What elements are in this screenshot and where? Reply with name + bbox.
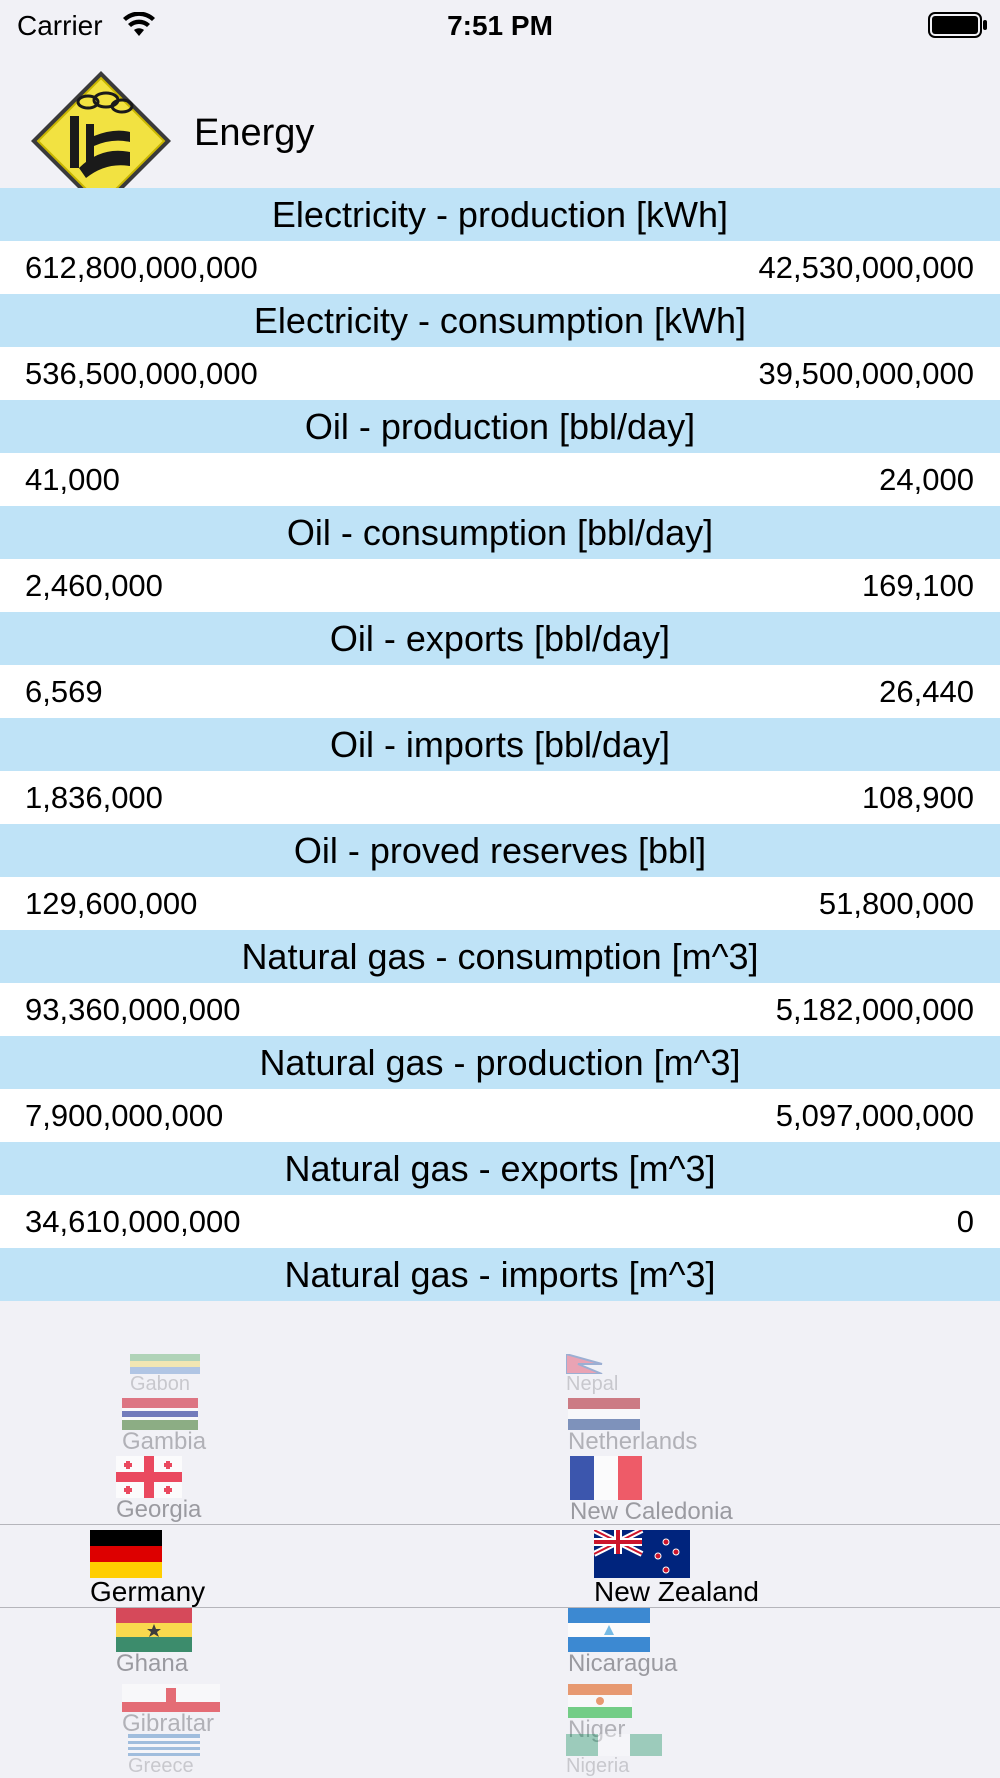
left-value: 129,600,000	[25, 886, 198, 921]
left-value: 34,610,000,000	[25, 1204, 241, 1239]
data-row: 41,000 24,000	[0, 453, 1000, 506]
flag-georgia-icon	[116, 1456, 182, 1498]
picker-item-label: Ghana	[116, 1650, 189, 1677]
left-value: 93,360,000,000	[25, 992, 241, 1027]
picker-item-right[interactable]: Netherlands	[568, 1398, 697, 1454]
status-bar: Carrier 7:51 PM	[0, 0, 1000, 50]
right-value: 169,100	[861, 568, 974, 603]
flag-nepal-icon	[566, 1354, 603, 1374]
flag-nigeria-icon	[566, 1734, 662, 1756]
picker-item-right[interactable]: Nepal	[566, 1354, 618, 1394]
picker-item-right[interactable]: New Caledonia	[570, 1456, 733, 1524]
right-value: 51,800,000	[818, 886, 974, 921]
data-row: 2,460,000 169,100	[0, 559, 1000, 612]
section-header: Natural gas - exports [m^3]	[0, 1142, 1000, 1195]
data-row: 129,600,000 51,800,000	[0, 877, 1000, 930]
flag-ghana-icon	[116, 1608, 192, 1652]
picker-item-label: Gibraltar	[122, 1710, 215, 1737]
section-header: Oil - proved reserves [bbl]	[0, 824, 1000, 877]
flag-nicaragua-icon	[568, 1608, 650, 1652]
data-row: 536,500,000,000 39,500,000,000	[0, 347, 1000, 400]
flag-greece-icon	[128, 1734, 200, 1756]
data-row: 93,360,000,000 5,182,000,000	[0, 983, 1000, 1036]
picker-item-left[interactable]: Ghana	[116, 1608, 192, 1676]
left-value: 6,569	[25, 674, 103, 709]
country-picker[interactable]: Gabon Gambia Georgia Germany Ghana	[0, 1338, 1000, 1778]
left-value: 612,800,000,000	[25, 250, 258, 285]
picker-item-label: Georgia	[116, 1496, 202, 1523]
right-value: 5,097,000,000	[775, 1098, 974, 1133]
picker-item-label: Gambia	[122, 1428, 207, 1455]
flag-gibraltar-icon	[122, 1684, 220, 1712]
left-value: 536,500,000,000	[25, 356, 258, 391]
picker-item-label: New Zealand	[594, 1576, 759, 1607]
section-header: Oil - exports [bbl/day]	[0, 612, 1000, 665]
section-header: Electricity - production [kWh]	[0, 188, 1000, 241]
picker-item-label: Greece	[128, 1755, 194, 1777]
right-value: 0	[956, 1204, 974, 1239]
wifi-icon	[122, 11, 156, 43]
picker-item-left[interactable]: Gambia	[122, 1398, 206, 1454]
picker-item-label: Nicaragua	[568, 1650, 678, 1677]
picker-item-selected-right[interactable]: New Zealand	[594, 1530, 759, 1606]
right-value: 5,182,000,000	[775, 992, 974, 1027]
energy-table: Electricity - production [kWh] 612,800,0…	[0, 188, 1000, 1301]
picker-item-label: Nigeria	[566, 1755, 630, 1777]
flag-germany-icon	[90, 1530, 162, 1578]
picker-selection-top-line	[0, 1524, 1000, 1525]
section-header: Natural gas - production [m^3]	[0, 1036, 1000, 1089]
right-value: 42,530,000,000	[758, 250, 975, 285]
picker-item-left[interactable]: Gabon	[130, 1354, 200, 1394]
right-value: 39,500,000,000	[758, 356, 975, 391]
right-value: 26,440	[879, 674, 974, 709]
picker-item-left[interactable]: Gibraltar	[122, 1684, 220, 1736]
energy-header: Energy	[0, 62, 1000, 211]
left-value: 1,836,000	[25, 780, 163, 815]
picker-item-right[interactable]: Nicaragua	[568, 1608, 677, 1676]
section-header: Natural gas - imports [m^3]	[0, 1248, 1000, 1301]
picker-item-right[interactable]: Nigeria	[566, 1734, 662, 1776]
picker-selection-bottom-line	[0, 1607, 1000, 1608]
picker-item-label: Gabon	[130, 1373, 191, 1395]
factory-warning-sign-icon	[26, 66, 176, 221]
right-value: 108,900	[861, 780, 974, 815]
left-value: 7,900,000,000	[25, 1098, 224, 1133]
picker-item-label: Germany	[90, 1576, 206, 1607]
page-title: Energy	[194, 112, 315, 154]
flag-gambia-icon	[122, 1398, 198, 1430]
picker-item-label: New Caledonia	[570, 1498, 733, 1525]
section-header: Electricity - consumption [kWh]	[0, 294, 1000, 347]
flag-new-caledonia-icon	[570, 1456, 642, 1500]
picker-item-left[interactable]: Greece	[128, 1734, 200, 1776]
picker-item-selected-left[interactable]: Germany	[90, 1530, 205, 1606]
picker-item-right[interactable]: Niger	[568, 1684, 632, 1742]
data-row: 612,800,000,000 42,530,000,000	[0, 241, 1000, 294]
flag-niger-icon	[568, 1684, 632, 1718]
picker-item-label: Netherlands	[568, 1428, 698, 1455]
left-value: 2,460,000	[25, 568, 163, 603]
data-row: 7,900,000,000 5,097,000,000	[0, 1089, 1000, 1142]
flag-new-zealand-icon	[594, 1530, 690, 1578]
picker-item-left[interactable]: Georgia	[116, 1456, 201, 1522]
section-header: Oil - imports [bbl/day]	[0, 718, 1000, 771]
flag-netherlands-icon	[568, 1398, 640, 1430]
right-value: 24,000	[879, 462, 974, 497]
data-row: 1,836,000 108,900	[0, 771, 1000, 824]
flag-gabon-icon	[130, 1354, 200, 1374]
data-row: 6,569 26,440	[0, 665, 1000, 718]
section-header: Oil - consumption [bbl/day]	[0, 506, 1000, 559]
section-header: Oil - production [bbl/day]	[0, 400, 1000, 453]
left-value: 41,000	[25, 462, 120, 497]
section-header: Natural gas - consumption [m^3]	[0, 930, 1000, 983]
carrier-label: Carrier	[17, 10, 103, 41]
picker-item-label: Niger	[568, 1716, 626, 1743]
clock: 7:51 PM	[447, 10, 553, 41]
battery-icon	[928, 12, 988, 43]
data-row: 34,610,000,000 0	[0, 1195, 1000, 1248]
picker-item-label: Nepal	[566, 1373, 619, 1395]
